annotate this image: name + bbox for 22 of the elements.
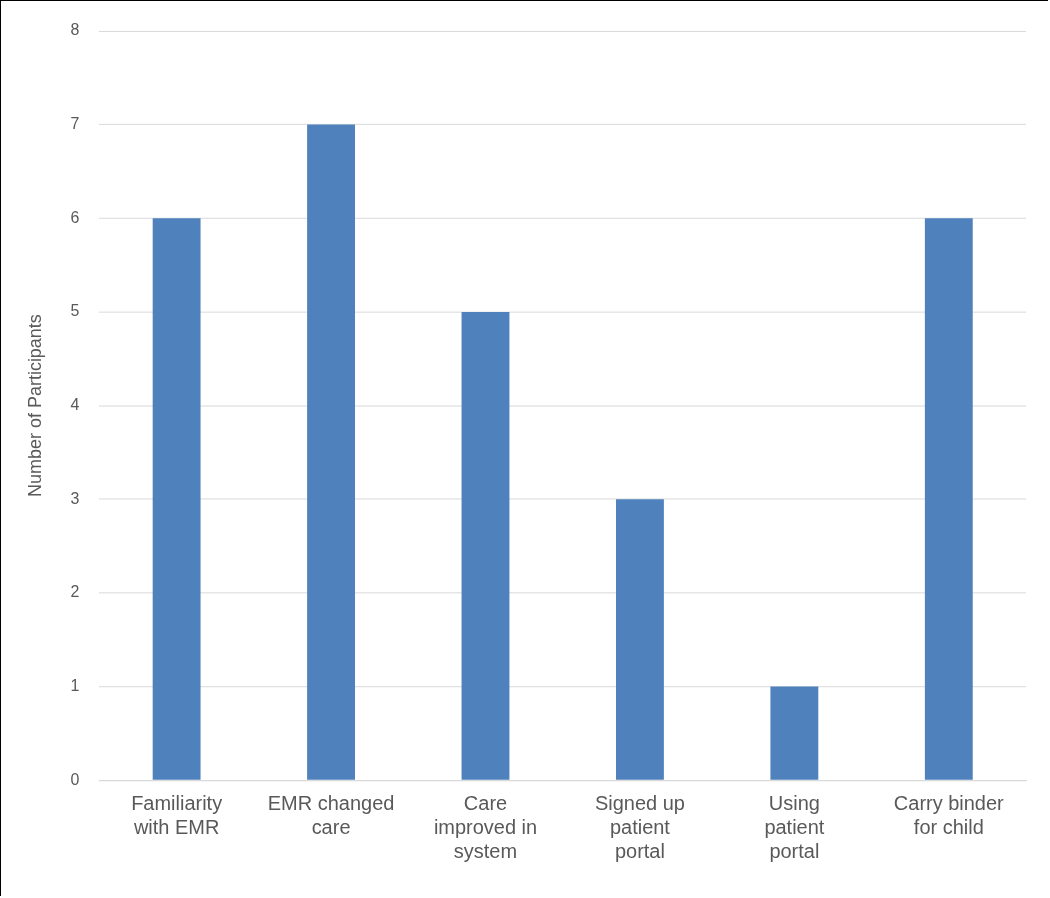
x-tick-label: Using patient portal bbox=[764, 791, 825, 862]
y-tick-label: 5 bbox=[70, 302, 80, 320]
y-axis-title: Number of Participants bbox=[24, 314, 45, 497]
bar bbox=[152, 218, 201, 780]
x-tick-label: Care improved in system bbox=[433, 791, 538, 862]
y-tick-label: 8 bbox=[70, 21, 80, 39]
bar bbox=[924, 218, 973, 780]
bar bbox=[615, 499, 664, 780]
y-tick-label: 2 bbox=[70, 583, 80, 601]
y-tick-label: 1 bbox=[70, 676, 80, 694]
y-tick-label: 4 bbox=[70, 395, 80, 413]
y-tick-label: 6 bbox=[70, 208, 80, 226]
y-tick-label: 0 bbox=[70, 770, 80, 788]
bar bbox=[307, 124, 355, 780]
x-tick-label: Signed up patient portal bbox=[594, 791, 685, 862]
bar bbox=[461, 311, 510, 780]
x-tick-label: EMR changed care bbox=[267, 791, 395, 838]
x-tick-label: Carry binder for child bbox=[893, 791, 1005, 838]
y-tick-label: 7 bbox=[70, 115, 80, 133]
bar bbox=[770, 686, 819, 780]
y-tick-label: 3 bbox=[70, 489, 80, 507]
x-tick-label: Familiarity with EMR bbox=[131, 791, 223, 838]
